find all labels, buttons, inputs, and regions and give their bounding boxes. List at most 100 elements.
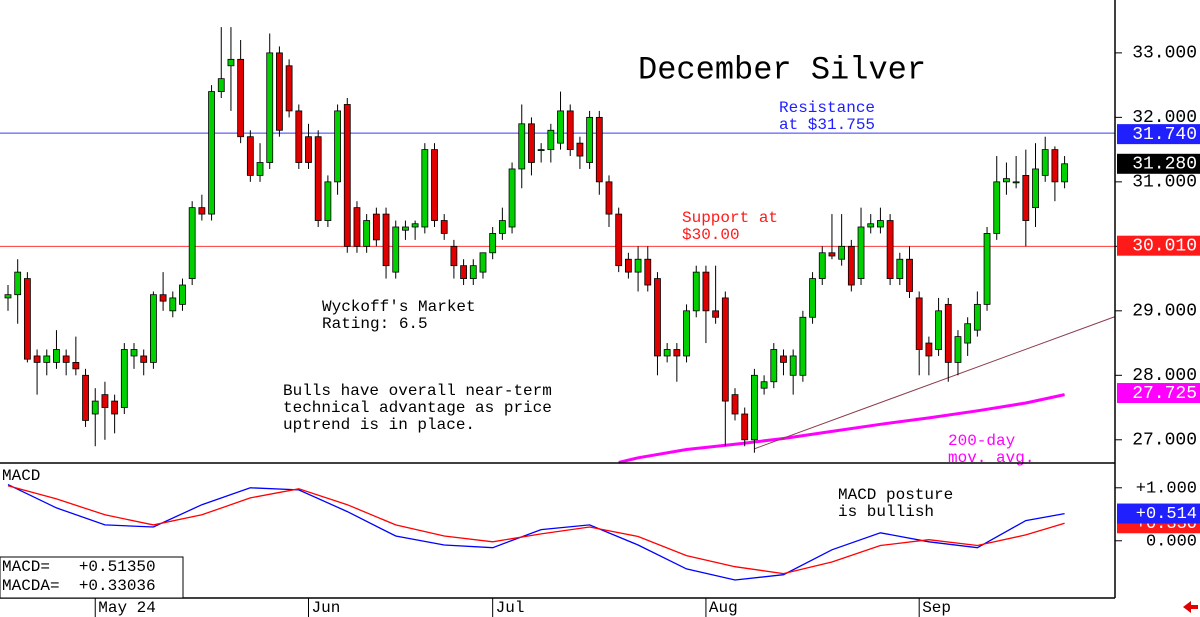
candle-body: [654, 278, 661, 357]
candle-body: [43, 355, 51, 363]
macd-line: [7, 484, 1065, 581]
candle-body: [828, 252, 836, 257]
annotation: mov. avg.: [948, 449, 1034, 467]
candle-body: [925, 342, 933, 357]
candle-body: [935, 310, 942, 350]
y-tick-label: 31.000: [1132, 173, 1197, 193]
candle-body: [896, 258, 904, 279]
annotation: Resistance: [779, 99, 875, 117]
candle-body: [246, 136, 254, 176]
candle-body: [692, 271, 700, 312]
candle-body: [818, 252, 826, 279]
candle-body: [169, 297, 177, 312]
y-tick-label: 29.000: [1132, 302, 1197, 322]
candle-body: [82, 374, 89, 421]
price-tag-label: 27.725: [1132, 384, 1197, 404]
y-tick-label: 0.000: [1146, 532, 1197, 551]
candle-body: [886, 220, 894, 279]
candle-body: [72, 362, 80, 370]
candle-body: [256, 162, 264, 176]
candle-body: [799, 316, 807, 376]
candle-body: [973, 303, 981, 331]
candle-body: [663, 349, 671, 357]
panel-label: MACD: [2, 467, 40, 485]
candle-body: [566, 110, 574, 151]
candle-body: [23, 278, 31, 360]
candle-body: [1051, 149, 1059, 183]
value-tag-label: +0.514: [1136, 505, 1197, 524]
candle-body: [130, 349, 138, 357]
candle-body: [944, 303, 952, 363]
candle-body: [402, 226, 409, 231]
candle-body: [537, 149, 545, 152]
candle-body: [227, 58, 235, 67]
candle-body: [62, 355, 70, 363]
y-tick-label: 28.000: [1132, 366, 1197, 386]
price-tag: [1117, 124, 1200, 145]
candle-body: [789, 355, 797, 376]
readout: MACDA= +0.33036: [2, 577, 156, 595]
candle-body: [993, 181, 1001, 234]
readout: MACD= +0.51350: [2, 558, 156, 576]
candle-body: [760, 381, 768, 389]
candle-body: [1003, 178, 1010, 183]
candle-body: [964, 323, 972, 344]
candle-body: [140, 355, 148, 363]
candle-body: [983, 233, 991, 305]
candle-body: [14, 271, 22, 296]
candle-body: [208, 91, 215, 215]
candle-body: [305, 136, 312, 163]
price-tag-label: 31.280: [1132, 155, 1197, 175]
candle-body: [557, 110, 564, 144]
readout-box: [0, 556, 184, 599]
candle-body: [615, 213, 623, 267]
candle-body: [915, 297, 923, 350]
candle-body: [1012, 181, 1020, 184]
annotation: Wyckoff's Market: [322, 298, 476, 316]
candle-body: [906, 258, 913, 292]
candle-body: [237, 58, 245, 138]
x-tick-label: Jun: [311, 599, 340, 617]
annotation: Support at: [682, 209, 778, 227]
candle-body: [53, 349, 60, 363]
candle-body: [334, 110, 341, 183]
candle-body: [770, 349, 778, 383]
annotation: at $31.755: [779, 116, 875, 134]
candle-body: [857, 226, 865, 279]
candle-body: [644, 258, 652, 286]
candle-body: [731, 394, 739, 415]
chart-title: December Silver: [638, 51, 926, 88]
price-tag-label: 31.740: [1132, 125, 1197, 145]
trendline: [754, 316, 1116, 450]
candle-body: [1041, 149, 1049, 176]
price-tag: [1117, 235, 1200, 256]
candle-body: [411, 223, 419, 228]
annotation: is bullish: [838, 503, 934, 521]
candle-body: [217, 78, 225, 92]
candle-body: [867, 223, 875, 228]
candle-body: [547, 129, 555, 151]
candle-body: [382, 213, 390, 267]
candle-body: [712, 310, 720, 318]
candle-body: [624, 258, 632, 273]
candle-body: [702, 271, 710, 312]
candle-body: [1022, 174, 1030, 221]
candle-body: [741, 413, 749, 441]
candle-body: [188, 207, 196, 279]
y-tick-label: 33.000: [1132, 44, 1197, 64]
candle-body: [440, 220, 448, 234]
y-tick-label: +1.000: [1136, 479, 1197, 498]
candle-body: [634, 258, 642, 273]
candle-body: [276, 52, 283, 131]
candle-body: [33, 355, 41, 363]
candle-body: [285, 65, 293, 112]
candle-body: [198, 207, 206, 215]
annotation: Rating: 6.5: [322, 315, 428, 333]
price-tag: [1117, 153, 1200, 174]
candle-body: [479, 252, 487, 273]
candle-body: [605, 181, 613, 215]
candle-body: [324, 181, 332, 221]
candle-body: [469, 265, 477, 279]
